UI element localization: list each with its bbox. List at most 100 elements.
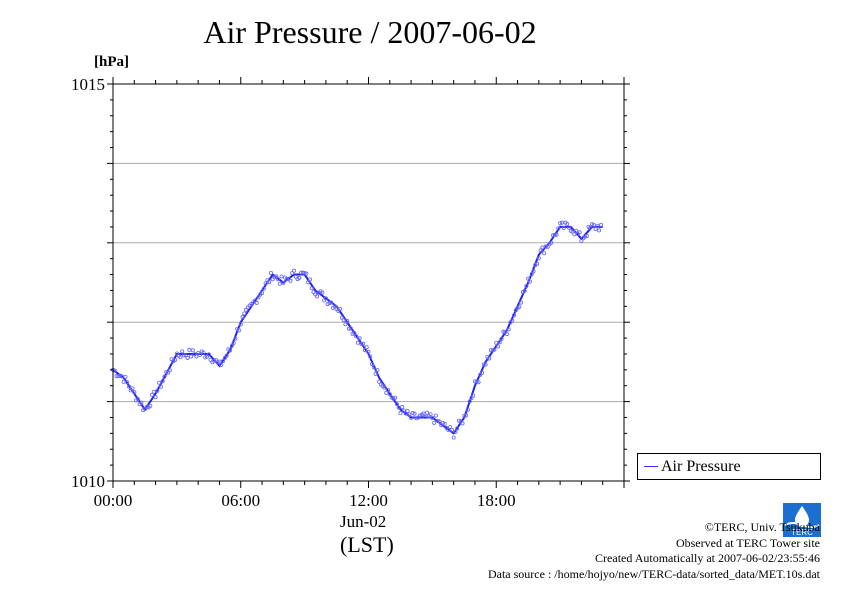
data-point <box>531 269 536 274</box>
data-point <box>598 222 603 227</box>
data-point <box>126 384 131 389</box>
data-point <box>274 274 279 279</box>
data-point <box>579 238 584 243</box>
data-point <box>409 415 414 420</box>
data-point <box>361 341 366 346</box>
data-point <box>570 229 575 234</box>
data-point <box>150 392 155 397</box>
data-point <box>442 422 447 427</box>
data-point <box>343 322 348 327</box>
data-point <box>375 368 380 373</box>
y-axis-unit-label: [hPa] <box>94 54 129 70</box>
data-point <box>297 275 302 280</box>
data-point <box>566 225 571 230</box>
data-point <box>425 410 430 415</box>
data-point <box>189 354 194 359</box>
data-point <box>405 408 410 413</box>
x-tick-label: 12:00 <box>349 491 388 510</box>
data-point <box>162 374 167 379</box>
data-point <box>561 226 566 231</box>
data-point <box>453 429 458 434</box>
data-point <box>160 379 165 384</box>
data-point <box>206 352 211 357</box>
data-point <box>400 405 405 410</box>
data-point <box>428 412 433 417</box>
data-point <box>267 280 272 285</box>
data-point <box>545 244 550 249</box>
data-point <box>506 327 511 332</box>
data-point <box>384 390 389 395</box>
data-point <box>497 340 502 345</box>
data-point <box>263 281 268 286</box>
data-point <box>483 362 488 367</box>
data-point <box>233 336 238 341</box>
data-point <box>501 329 506 334</box>
data-point <box>185 355 190 360</box>
data-point <box>130 386 135 391</box>
data-point <box>153 395 158 400</box>
data-point <box>260 291 265 296</box>
data-point <box>242 311 247 316</box>
data-point <box>187 347 192 352</box>
data-point <box>574 228 579 233</box>
data-point <box>281 280 286 285</box>
credit-source: Data source : /home/hojyo/new/TERC-data/… <box>487 566 820 581</box>
data-point <box>320 290 325 295</box>
data-point <box>224 353 229 358</box>
data-point <box>151 389 156 394</box>
x-axis-timezone-label: (LST) <box>340 532 394 557</box>
data-point <box>306 280 311 285</box>
data-point <box>373 371 378 376</box>
data-point <box>396 405 401 410</box>
y-tick-label: 1010 <box>71 472 105 491</box>
data-point <box>345 319 350 324</box>
data-point <box>180 349 185 354</box>
data-point <box>588 225 593 230</box>
data-point <box>538 248 543 253</box>
data-point <box>221 359 226 364</box>
data-point <box>481 362 486 367</box>
data-point <box>309 286 314 291</box>
series-line-air-pressure <box>112 225 603 435</box>
data-point <box>370 362 375 367</box>
data-point <box>139 400 144 405</box>
data-point <box>412 411 417 416</box>
data-point <box>433 413 438 418</box>
data-point <box>158 384 163 389</box>
data-point <box>348 326 353 331</box>
data-point <box>212 358 217 363</box>
data-point <box>430 416 435 421</box>
data-point <box>480 370 485 375</box>
data-point <box>386 388 391 393</box>
data-point <box>460 421 465 426</box>
data-point <box>572 232 577 237</box>
data-point <box>456 418 461 423</box>
data-point <box>300 270 305 275</box>
data-point <box>565 222 570 227</box>
data-point <box>435 418 440 423</box>
data-point <box>201 350 206 355</box>
data-point <box>593 227 598 232</box>
data-point <box>398 411 403 416</box>
data-point <box>527 279 532 284</box>
data-point <box>551 233 556 238</box>
data-point <box>510 318 515 323</box>
data-point <box>540 245 545 250</box>
data-point <box>577 230 582 235</box>
data-point <box>499 336 504 341</box>
data-point <box>582 234 587 239</box>
data-point <box>517 304 522 309</box>
legend: Air Pressure <box>637 453 821 480</box>
data-point <box>231 340 236 345</box>
data-point <box>549 240 554 245</box>
data-point <box>341 318 346 323</box>
data-point <box>291 268 296 273</box>
data-point <box>190 348 195 353</box>
data-point <box>387 392 392 397</box>
data-point <box>338 306 343 311</box>
data-point <box>366 349 371 354</box>
data-point <box>542 251 547 256</box>
data-point <box>167 368 172 373</box>
data-point <box>451 435 456 440</box>
